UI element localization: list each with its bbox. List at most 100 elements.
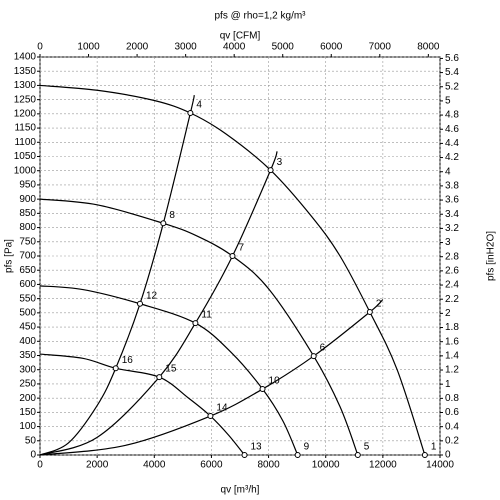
point-label: 16	[122, 355, 134, 366]
operating-point	[112, 365, 119, 372]
y2-tick-label: 1.2	[445, 365, 459, 376]
y2-tick-label: 4.6	[445, 124, 459, 135]
curve	[39, 285, 299, 456]
y-tick-label: 1350	[14, 66, 37, 77]
y-tick-label: 1400	[14, 52, 37, 63]
point-label: 3	[277, 157, 283, 168]
point-label: 10	[269, 376, 281, 387]
curve	[39, 94, 195, 456]
point-label: 12	[146, 290, 158, 301]
y2-tick-label: 0.6	[445, 407, 459, 418]
y-tick-label: 1000	[14, 165, 37, 176]
y2-tick-label: 4.2	[445, 152, 459, 163]
y-tick-label: 1300	[14, 80, 37, 91]
y2-tick-label: 2.8	[445, 251, 459, 262]
y-tick-label: 1250	[14, 94, 37, 105]
operating-point	[229, 253, 236, 259]
y2-tick-label: 1	[445, 379, 451, 390]
y-tick-label: 450	[19, 322, 36, 333]
x-tick-label: 0	[37, 460, 43, 471]
y2-tick-label: 4.8	[445, 110, 459, 121]
y2-tick-label: 3.2	[445, 223, 459, 234]
curve	[39, 353, 245, 456]
y-tick-label: 600	[19, 279, 36, 290]
x2-axis-label: qv [CFM]	[220, 31, 261, 42]
y-tick-label: 700	[19, 251, 36, 262]
point-label: 14	[216, 403, 228, 414]
operating-point	[156, 374, 163, 381]
y2-tick-label: 5.6	[445, 53, 459, 64]
y-tick-label: 100	[19, 421, 36, 432]
operating-point	[294, 452, 301, 458]
y-tick-label: 1050	[14, 151, 37, 162]
x2-tick-label: 3000	[175, 42, 198, 53]
y-tick-label: 550	[19, 293, 36, 304]
point-label: 8	[169, 210, 175, 221]
x2-tick-label: 4000	[223, 42, 246, 53]
operating-point	[192, 320, 199, 327]
x2-tick-label: 1000	[77, 42, 100, 53]
point-label: 5	[364, 442, 370, 453]
y2-axis-label: pfs [inH2O]	[486, 231, 497, 281]
y-tick-label: 500	[19, 307, 36, 318]
x2-tick-label: 0	[37, 42, 43, 53]
operating-point	[241, 452, 248, 458]
y2-tick-label: 5.2	[445, 81, 459, 92]
x2-tick-label: 2000	[126, 42, 149, 53]
x-tick-label: 8000	[257, 460, 280, 471]
y-tick-label: 1100	[14, 137, 36, 148]
y2-tick-label: 1.8	[445, 322, 459, 333]
operating-point	[160, 220, 167, 227]
x-tick-label: 4000	[143, 460, 166, 471]
y-tick-label: 200	[19, 393, 36, 404]
operating-point	[259, 386, 266, 393]
y-tick-label: 300	[19, 364, 36, 375]
x-tick-label: 14000	[426, 460, 454, 471]
y2-tick-label: 1.4	[445, 350, 459, 361]
y-tick-label: 850	[19, 208, 36, 219]
curve	[39, 198, 359, 456]
y2-tick-label: 4.4	[445, 138, 459, 149]
operating-point	[207, 413, 214, 420]
y-tick-label: 250	[19, 379, 36, 390]
x-axis-label: qv [m³/h]	[221, 485, 260, 496]
y2-tick-label: 0.2	[445, 435, 459, 446]
y-tick-label: 950	[19, 180, 36, 191]
operating-point	[137, 300, 143, 307]
y2-tick-label: 3.6	[445, 195, 459, 206]
curve	[39, 151, 278, 456]
y2-tick-label: 5	[445, 96, 451, 107]
x-tick-label: 12000	[369, 460, 397, 471]
y2-tick-label: 2.6	[445, 266, 459, 277]
y-tick-label: 1200	[14, 108, 37, 119]
operating-point	[310, 353, 317, 360]
x2-tick-label: 5000	[272, 42, 295, 53]
y2-tick-label: 1.6	[445, 336, 459, 347]
operating-point	[354, 452, 361, 458]
y2-tick-label: 0.8	[445, 393, 459, 404]
point-label: 2	[376, 299, 382, 310]
x-tick-label: 6000	[200, 460, 223, 471]
y-tick-label: 150	[19, 407, 36, 418]
operating-point	[366, 309, 373, 316]
point-label: 9	[304, 442, 310, 453]
x-tick-label: 10000	[312, 460, 340, 471]
y-axis-label: pfs [Pa]	[4, 239, 15, 273]
point-label: 15	[165, 364, 177, 375]
y-tick-label: 400	[19, 336, 36, 347]
y-tick-label: 1150	[14, 123, 36, 134]
x-tick-label: 2000	[86, 460, 109, 471]
point-label: 7	[238, 243, 244, 254]
y-tick-label: 50	[25, 435, 37, 446]
y2-tick-label: 2	[445, 308, 451, 319]
y2-tick-label: 0.4	[445, 421, 459, 432]
operating-point	[187, 110, 194, 117]
chart-title: pfs @ rho=1,2 kg/m³	[214, 11, 306, 22]
y2-tick-label: 3.4	[445, 209, 459, 220]
y-tick-label: 900	[19, 194, 36, 205]
y-tick-label: 0	[30, 450, 36, 461]
y2-tick-label: 4	[445, 166, 451, 177]
point-label: 4	[196, 100, 202, 111]
point-label: 1	[431, 442, 437, 453]
